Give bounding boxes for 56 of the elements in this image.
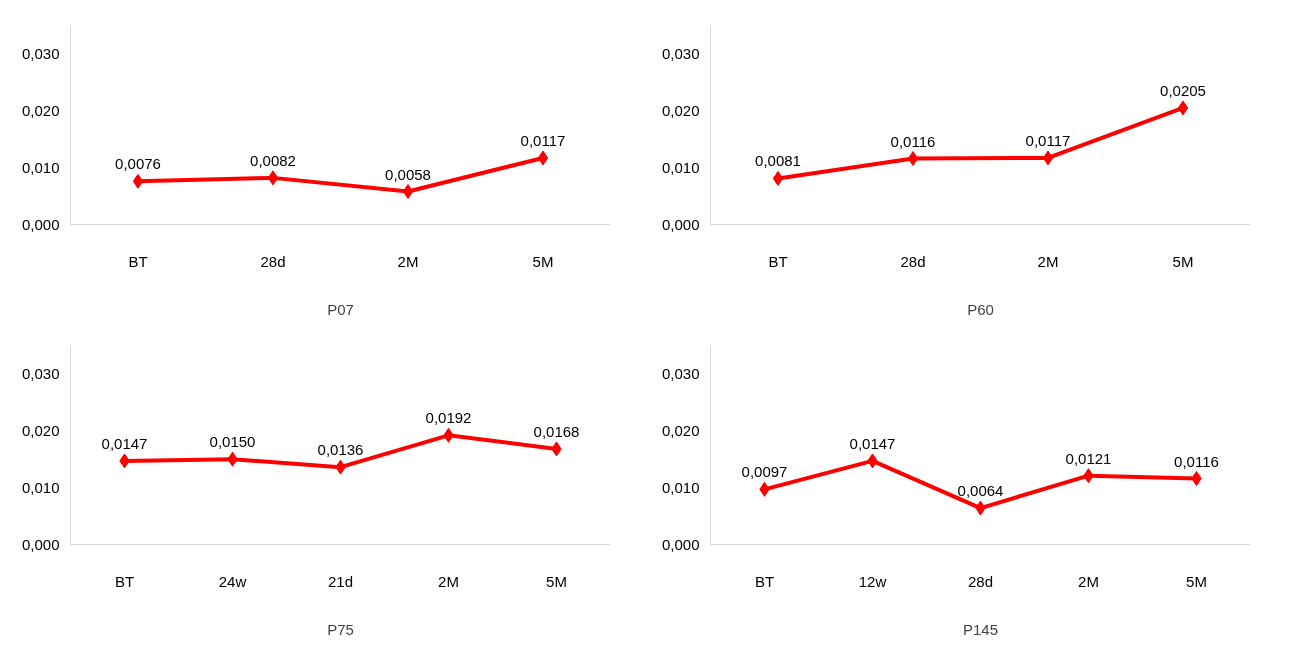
y-tick-label: 0,020 <box>661 421 700 439</box>
x-tick-label: 12w <box>858 572 887 590</box>
x-tick-label: 28d <box>967 572 994 590</box>
data-label: 0,0097 <box>741 463 788 481</box>
data-label: 0,0147 <box>101 434 148 452</box>
x-tick-label: 28d <box>260 252 286 270</box>
data-label: 0,0205 <box>1160 81 1206 99</box>
data-label: 0,0150 <box>209 433 256 451</box>
y-tick-label: 0,000 <box>21 535 60 553</box>
y-tick-label: 0,030 <box>661 44 700 62</box>
x-tick-label: BT <box>768 252 788 270</box>
data-label: 0,0147 <box>849 434 896 452</box>
x-tick-label: BT <box>128 252 148 270</box>
data-label: 0,0116 <box>1174 452 1219 470</box>
x-tick-label: 28d <box>900 252 926 270</box>
x-tick-label: 21d <box>327 572 354 590</box>
data-label: 0,0081 <box>755 152 801 170</box>
data-label: 0,0117 <box>520 131 566 149</box>
x-tick-label: 5M <box>1172 252 1194 270</box>
x-tick-label: 5M <box>546 572 567 590</box>
y-tick-label: 0,000 <box>21 215 60 233</box>
y-tick-label: 0,010 <box>21 158 60 176</box>
y-tick-label: 0,010 <box>661 158 700 176</box>
y-tick-label: 0,020 <box>21 421 60 439</box>
data-label: 0,0082 <box>250 151 296 169</box>
x-tick-label: BT <box>114 572 135 590</box>
y-tick-label: 0,030 <box>21 364 60 382</box>
y-tick-label: 0,000 <box>661 535 700 553</box>
x-tick-label: 24w <box>218 572 247 590</box>
y-tick-label: 0,020 <box>661 101 700 119</box>
y-tick-label: 0,020 <box>21 101 60 119</box>
y-tick-label: 0,010 <box>661 478 700 496</box>
data-label: 0,0064 <box>957 482 1004 500</box>
x-axis-title: P07 <box>327 300 354 318</box>
data-label: 0,0116 <box>890 132 936 150</box>
data-label: 0,0058 <box>385 165 431 183</box>
y-tick-label: 0,000 <box>661 215 700 233</box>
y-tick-label: 0,010 <box>21 478 60 496</box>
x-tick-label: 5M <box>1186 572 1207 590</box>
x-tick-label: 2M <box>1037 252 1059 270</box>
data-label: 0,0076 <box>115 155 161 173</box>
x-axis-title: P75 <box>327 620 354 638</box>
x-tick-label: 2M <box>1078 572 1099 590</box>
x-tick-label: 5M <box>532 252 554 270</box>
data-label: 0,0136 <box>317 441 364 459</box>
data-label: 0,0117 <box>1025 131 1071 149</box>
y-tick-label: 0,030 <box>21 44 60 62</box>
y-tick-label: 0,030 <box>661 364 700 382</box>
x-axis-title: P60 <box>967 300 994 318</box>
data-label: 0,0168 <box>533 422 580 440</box>
x-axis-title: P145 <box>962 620 999 638</box>
data-label: 0,0192 <box>425 409 472 427</box>
x-tick-label: 2M <box>397 252 419 270</box>
data-label: 0,0121 <box>1065 449 1112 467</box>
x-tick-label: BT <box>754 572 775 590</box>
x-tick-label: 2M <box>438 572 459 590</box>
